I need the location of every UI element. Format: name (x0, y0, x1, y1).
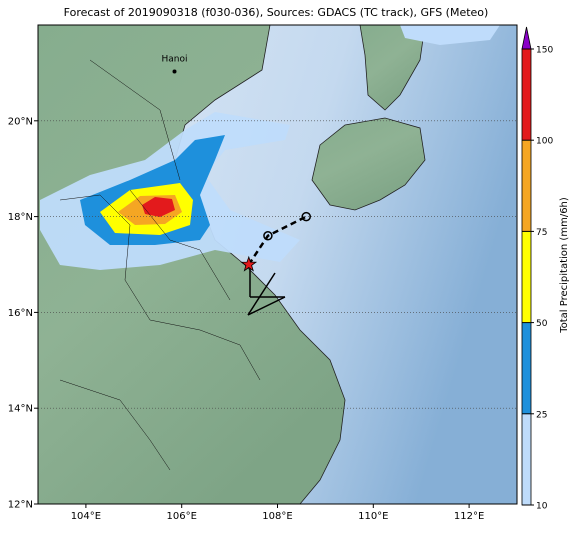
borders (59, 59, 261, 471)
y-tick-label: 18°N (8, 212, 33, 223)
wind-radii (247, 263, 286, 316)
hainan-island (311, 117, 426, 211)
colorbar-segment (522, 322, 531, 414)
y-tick-label: 16°N (8, 308, 33, 319)
colorbar-tick-label: 150 (536, 46, 553, 56)
colorbar-extend (521, 26, 532, 50)
colorbar-label: Total Precipitation (mm/6h) (559, 197, 570, 334)
title: Forecast of 2019090318 (f030-036), Sourc… (64, 6, 489, 19)
y-tick-label: 12°N (8, 500, 33, 511)
colorbar-tick-label: 100 (536, 137, 553, 147)
places: Hanoi (162, 54, 188, 74)
track (240, 211, 311, 272)
track-point (301, 211, 311, 222)
colorbar-segment (522, 49, 531, 141)
colorbar-segment (522, 140, 531, 232)
x-tick-label: 108°E (262, 511, 292, 522)
axes: 104°E 106°E 108°E 110°E 112°E 12°N 14°N 16°N 18°… (8, 116, 485, 522)
storm-position (240, 255, 258, 272)
colorbar-segment (522, 413, 531, 505)
x-tick-label: 106°E (166, 511, 196, 522)
graticule (38, 120, 517, 504)
place-label: Hanoi (162, 54, 188, 64)
colorbar-segment (522, 231, 531, 323)
x-tick-label: 112°E (454, 511, 484, 522)
colorbar-tick-label: 50 (536, 319, 548, 329)
y-tick-label: 20°N (8, 116, 33, 127)
x-tick-label: 104°E (71, 511, 101, 522)
track-line (247, 215, 307, 266)
precip-light (400, 25, 500, 45)
x-tick-label: 110°E (358, 511, 388, 522)
colorbar: 10 25 50 75 100 150 (521, 26, 553, 512)
place-marker (172, 69, 177, 74)
map: Hanoi (38, 25, 517, 504)
colorbar-tick-label: 75 (536, 228, 547, 238)
precip-extreme (142, 197, 175, 217)
colorbar-tick-label: 10 (536, 502, 548, 512)
track-point (263, 231, 273, 241)
y-tick-label: 14°N (8, 404, 33, 415)
colorbar-tick-label: 25 (536, 410, 547, 420)
